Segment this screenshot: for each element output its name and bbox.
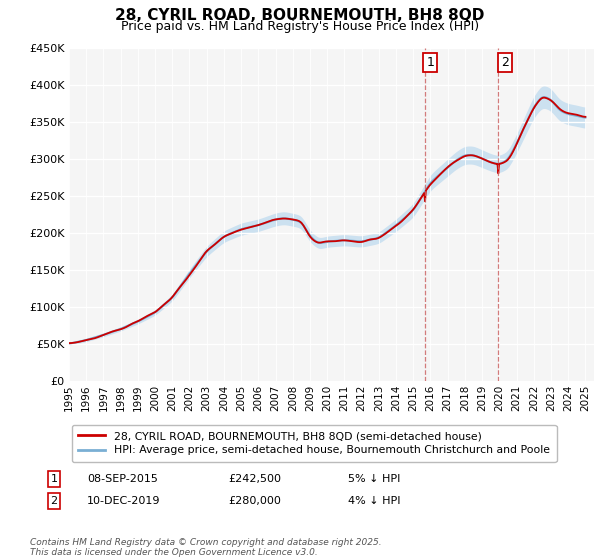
Text: 4% ↓ HPI: 4% ↓ HPI bbox=[348, 496, 401, 506]
Text: Price paid vs. HM Land Registry's House Price Index (HPI): Price paid vs. HM Land Registry's House … bbox=[121, 20, 479, 32]
Text: £280,000: £280,000 bbox=[228, 496, 281, 506]
Text: 2: 2 bbox=[502, 56, 509, 69]
Text: Contains HM Land Registry data © Crown copyright and database right 2025.
This d: Contains HM Land Registry data © Crown c… bbox=[30, 538, 382, 557]
Text: 2: 2 bbox=[50, 496, 58, 506]
Text: 10-DEC-2019: 10-DEC-2019 bbox=[87, 496, 161, 506]
Legend: 28, CYRIL ROAD, BOURNEMOUTH, BH8 8QD (semi-detached house), HPI: Average price, : 28, CYRIL ROAD, BOURNEMOUTH, BH8 8QD (se… bbox=[72, 424, 557, 462]
Text: £242,500: £242,500 bbox=[228, 474, 281, 484]
Text: 1: 1 bbox=[50, 474, 58, 484]
Text: 5% ↓ HPI: 5% ↓ HPI bbox=[348, 474, 400, 484]
Text: 28, CYRIL ROAD, BOURNEMOUTH, BH8 8QD: 28, CYRIL ROAD, BOURNEMOUTH, BH8 8QD bbox=[115, 8, 485, 24]
Text: 1: 1 bbox=[427, 56, 434, 69]
Text: 08-SEP-2015: 08-SEP-2015 bbox=[87, 474, 158, 484]
